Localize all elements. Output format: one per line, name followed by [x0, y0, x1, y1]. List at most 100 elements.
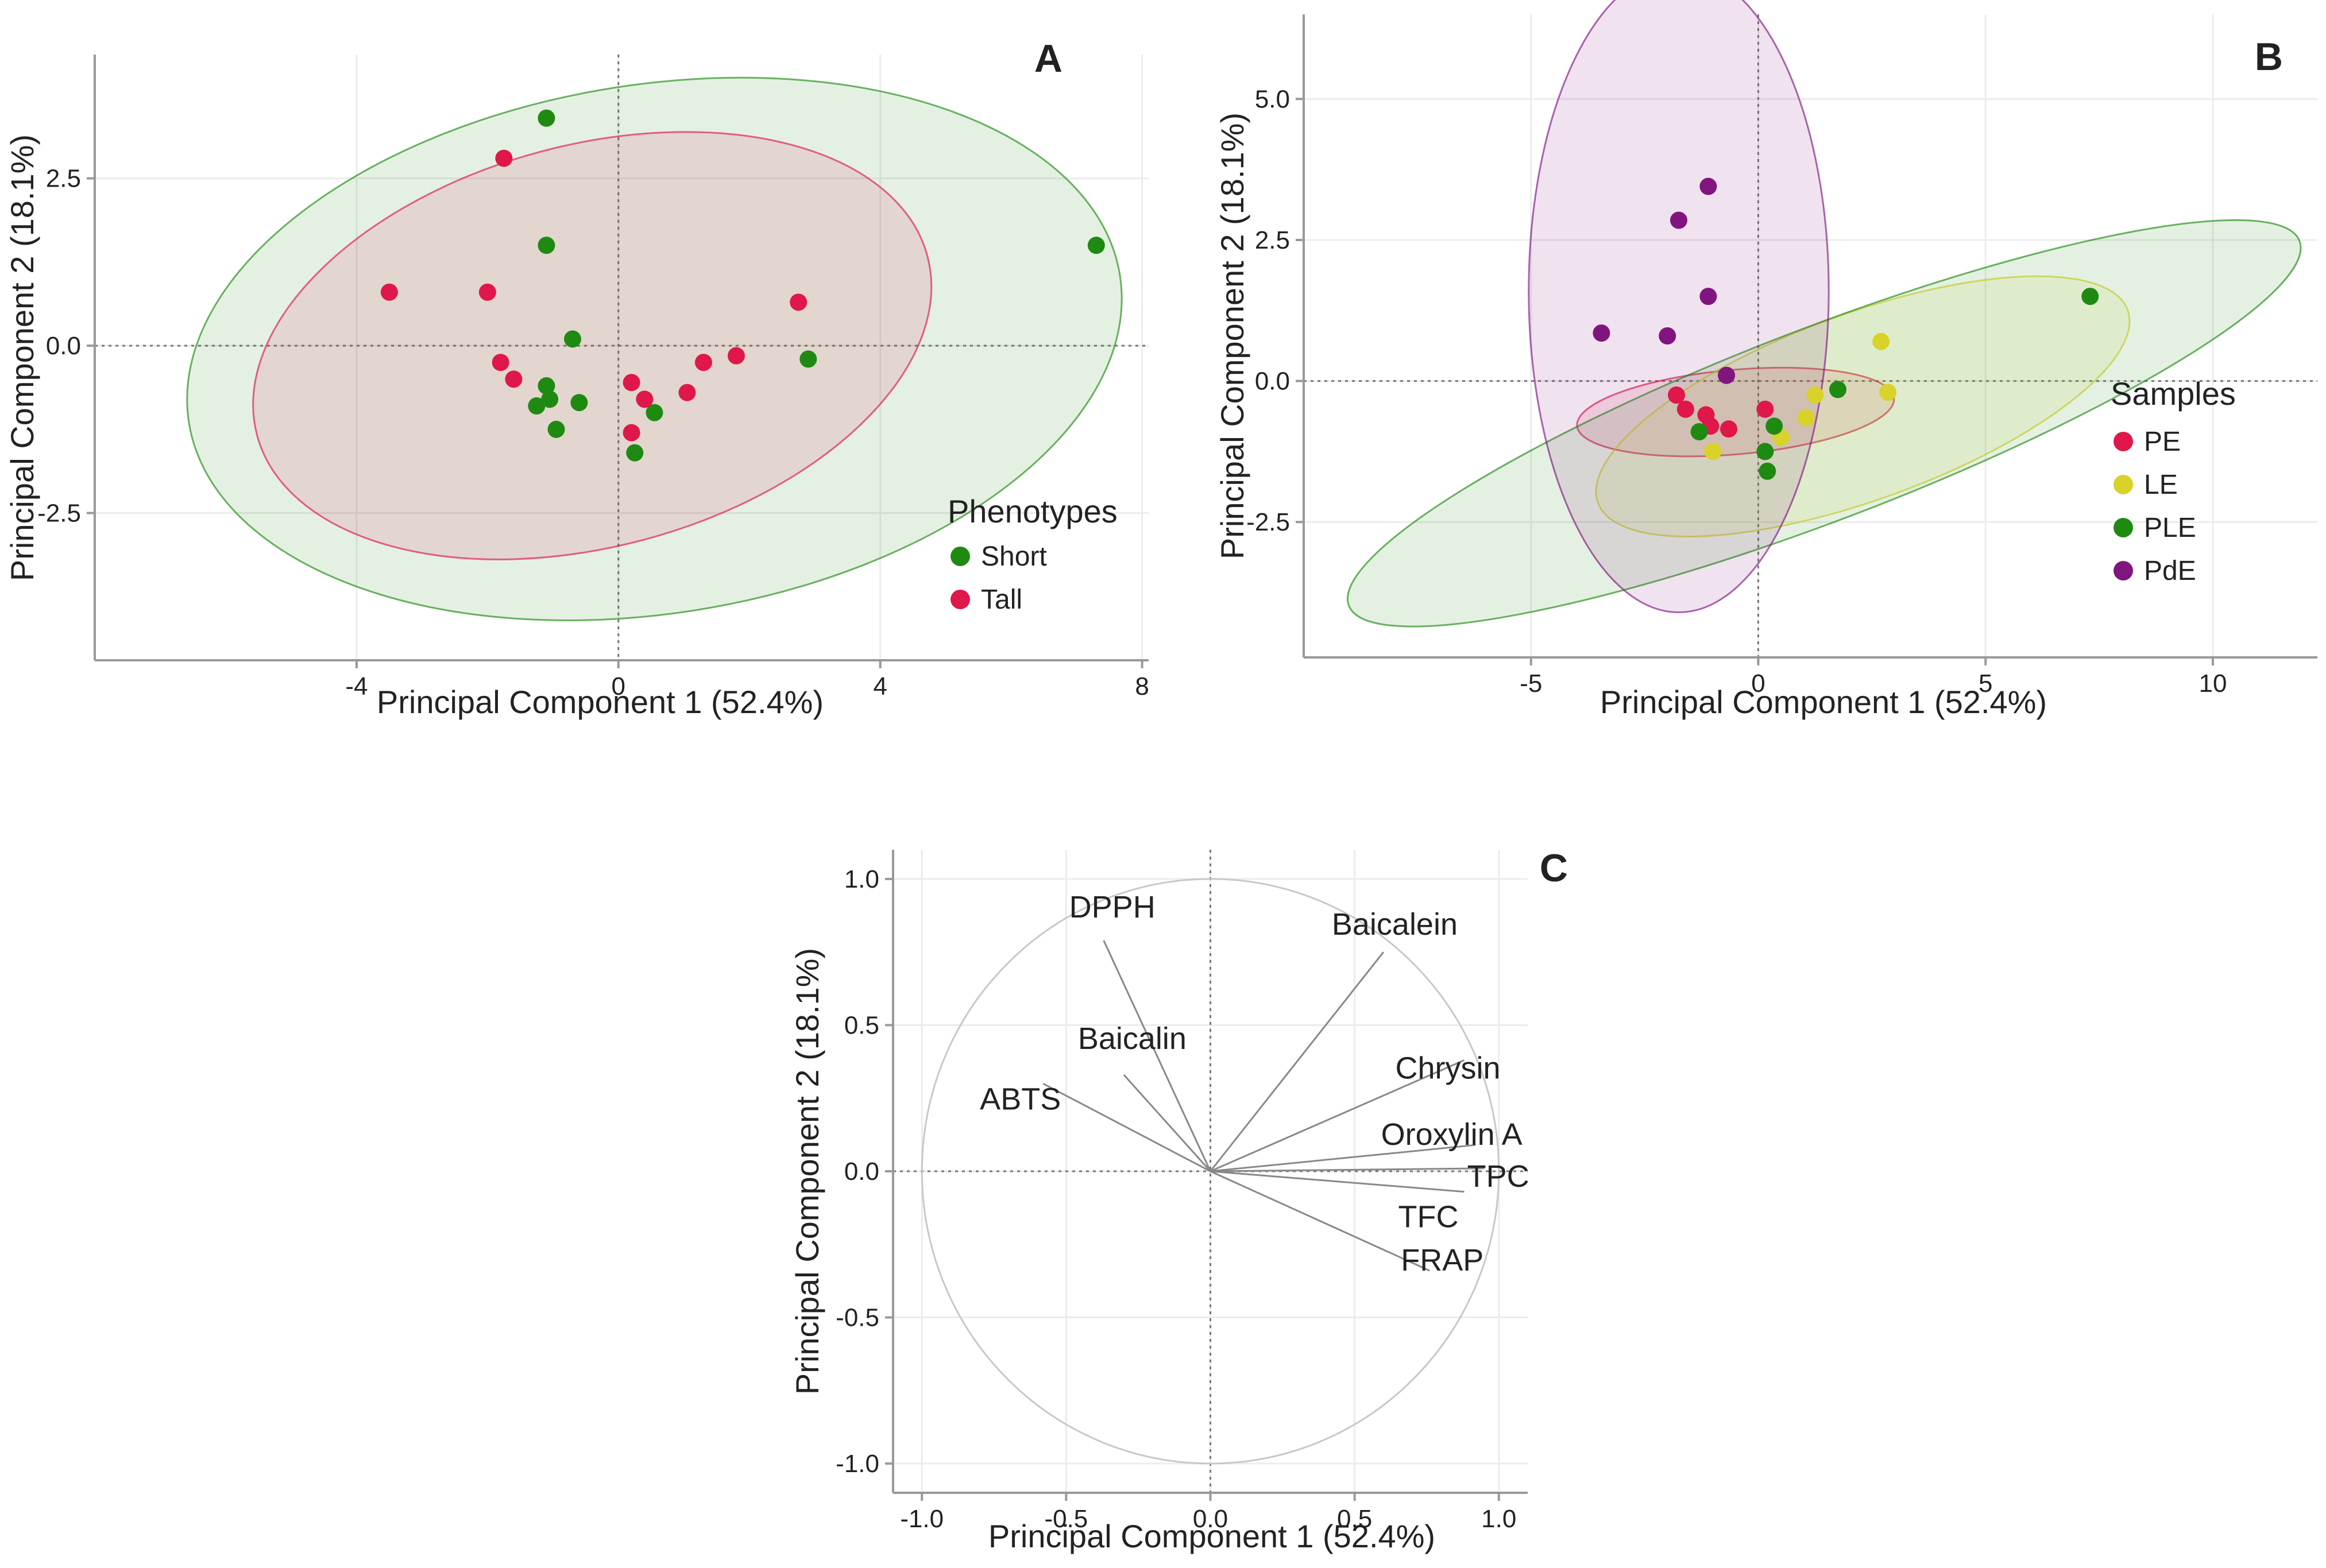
- y-tick-label: 0.0: [1255, 367, 1290, 396]
- y-tick-label: 0.0: [844, 1157, 879, 1186]
- panel-a-score-plot: -4 0 4 8 2.5 0.0 -2.5 Principal Component 1 (52…: [4, 37, 1149, 720]
- panel-letter: C: [1540, 846, 1568, 890]
- y-axis-title: Principal Component 2 (18.1%): [1214, 113, 1250, 559]
- data-point-short: [528, 397, 546, 415]
- data-point-short: [547, 420, 565, 438]
- data-point-tall: [694, 354, 712, 371]
- data-point-short: [570, 394, 588, 412]
- legend-marker-tall: [951, 590, 970, 609]
- data-point-pde: [1699, 177, 1717, 195]
- loading-label-oroxylin-a: Oroxylin A: [1381, 1117, 1523, 1152]
- loading-arrow-baicalin: [1123, 1074, 1211, 1172]
- legend-label-pe: PE: [2144, 427, 2181, 457]
- x-tick-label: 10: [2199, 669, 2227, 698]
- data-point-tall: [495, 149, 513, 167]
- loading-label-baicalein: Baicalein: [1332, 907, 1458, 942]
- x-tick-label: 1.0: [1481, 1505, 1516, 1533]
- data-point-pde: [1699, 288, 1717, 305]
- data-point-ple: [1690, 423, 1708, 441]
- loading-arrow-frap: [1210, 1170, 1430, 1272]
- data-point-ple: [1756, 443, 1774, 460]
- legend-marker-short: [951, 547, 970, 566]
- loading-arrow-chrysin: [1210, 1059, 1465, 1172]
- data-point-tall: [478, 283, 496, 301]
- confidence-ellipse-pde: [1528, 0, 1830, 613]
- loading-arrow-tfc: [1210, 1170, 1465, 1193]
- panel-c-loadings-plot: -1.0 -0.5 0.0 0.5 1.0 1.0 0.5 0.0 -0.5 -1.0 Princi…: [789, 846, 1568, 1554]
- x-tick-label: -0.5: [1044, 1505, 1088, 1533]
- data-point-short: [626, 444, 644, 462]
- data-point-short: [541, 390, 559, 408]
- legend-title: Phenotypes: [948, 493, 1118, 529]
- data-point-tall: [380, 283, 398, 301]
- legend-label-pde: PdE: [2144, 556, 2196, 586]
- legend-label-ple: PLE: [2144, 513, 2196, 543]
- confidence-ellipse-short: [186, 76, 1123, 621]
- unit-circle: [921, 878, 1500, 1465]
- confidence-ellipse-ple: [1347, 219, 2302, 628]
- data-point-ple: [1765, 417, 1783, 435]
- panel-b-score-plot: -5 0 5 10 5.0 2.5 0.0 -2.5 Principal Component 1…: [1214, 0, 2317, 720]
- loading-label-tfc: TFC: [1398, 1200, 1459, 1234]
- data-point-ple: [1759, 462, 1776, 480]
- y-tick-label: -2.5: [37, 500, 81, 528]
- loading-arrow-dpph: [1103, 940, 1211, 1172]
- data-point-short: [1087, 237, 1105, 254]
- data-point-tall: [636, 390, 654, 408]
- data-point-tall: [492, 354, 509, 371]
- legend-label-le: LE: [2144, 470, 2178, 500]
- data-point-short: [538, 109, 555, 127]
- x-tick-label: 0: [1751, 669, 1765, 698]
- legend-marker-ple: [2114, 518, 2133, 537]
- data-point-pde: [1718, 366, 1736, 384]
- x-axis-title: Principal Component 1 (52.4%): [988, 1518, 1435, 1554]
- data-point-ple: [2081, 288, 2099, 305]
- legend-marker-pe: [2114, 432, 2133, 451]
- x-tick-label: 0: [612, 672, 625, 700]
- loading-label-abts: ABTS: [980, 1082, 1061, 1116]
- data-point-tall: [678, 384, 696, 401]
- loading-label-tpc: TPC: [1467, 1159, 1529, 1194]
- data-point-short: [799, 350, 817, 368]
- data-point-tall: [790, 293, 807, 311]
- legend-marker-pde: [2114, 561, 2133, 580]
- y-tick-label: 2.5: [46, 165, 81, 193]
- data-point-pe: [1676, 400, 1694, 418]
- data-point-short: [538, 377, 555, 395]
- x-tick-label: 0.5: [1337, 1505, 1372, 1533]
- y-tick-label: 0.0: [46, 332, 81, 360]
- data-point-tall: [505, 370, 523, 388]
- legend-label-tall: Tall: [981, 584, 1022, 615]
- y-axis-title: Principal Component 2 (18.1%): [789, 948, 825, 1395]
- x-axis-title: Principal Component 1 (52.4%): [1600, 684, 2047, 720]
- data-point-pde: [1593, 324, 1610, 342]
- y-axis-title: Principal Component 2 (18.1%): [4, 134, 40, 581]
- x-tick-label: 5: [1979, 669, 1992, 698]
- y-tick-label: 5.0: [1255, 85, 1290, 113]
- y-tick-label: -2.5: [1246, 508, 1290, 536]
- data-point-pde: [1670, 211, 1687, 229]
- data-point-short: [564, 330, 582, 348]
- data-point-tall: [623, 374, 640, 392]
- loading-label-frap: FRAP: [1401, 1243, 1483, 1277]
- y-tick-label: 1.0: [844, 865, 879, 893]
- legend-label-short: Short: [981, 541, 1047, 572]
- loading-label-baicalin: Baicalin: [1078, 1021, 1187, 1056]
- loading-arrow-abts: [1042, 1082, 1211, 1172]
- data-point-short: [538, 237, 555, 254]
- confidence-ellipse-tall: [252, 131, 933, 560]
- data-point-pe: [1720, 420, 1738, 438]
- loading-arrow-baicalein: [1210, 951, 1385, 1172]
- legend-title: Samples: [2111, 375, 2236, 412]
- loading-arrow-oroxylin-a: [1210, 1144, 1476, 1172]
- data-point-le: [1879, 384, 1897, 401]
- loading-label-chrysin: Chrysin: [1396, 1051, 1501, 1086]
- x-tick-label: -1.0: [900, 1505, 944, 1533]
- data-point-tall: [727, 347, 745, 365]
- loading-label-dpph: DPPH: [1069, 890, 1156, 924]
- loading-arrow-tpc: [1210, 1167, 1485, 1172]
- data-point-le: [1704, 443, 1722, 460]
- data-point-short: [646, 404, 663, 421]
- x-tick-label: 0.0: [1193, 1505, 1228, 1533]
